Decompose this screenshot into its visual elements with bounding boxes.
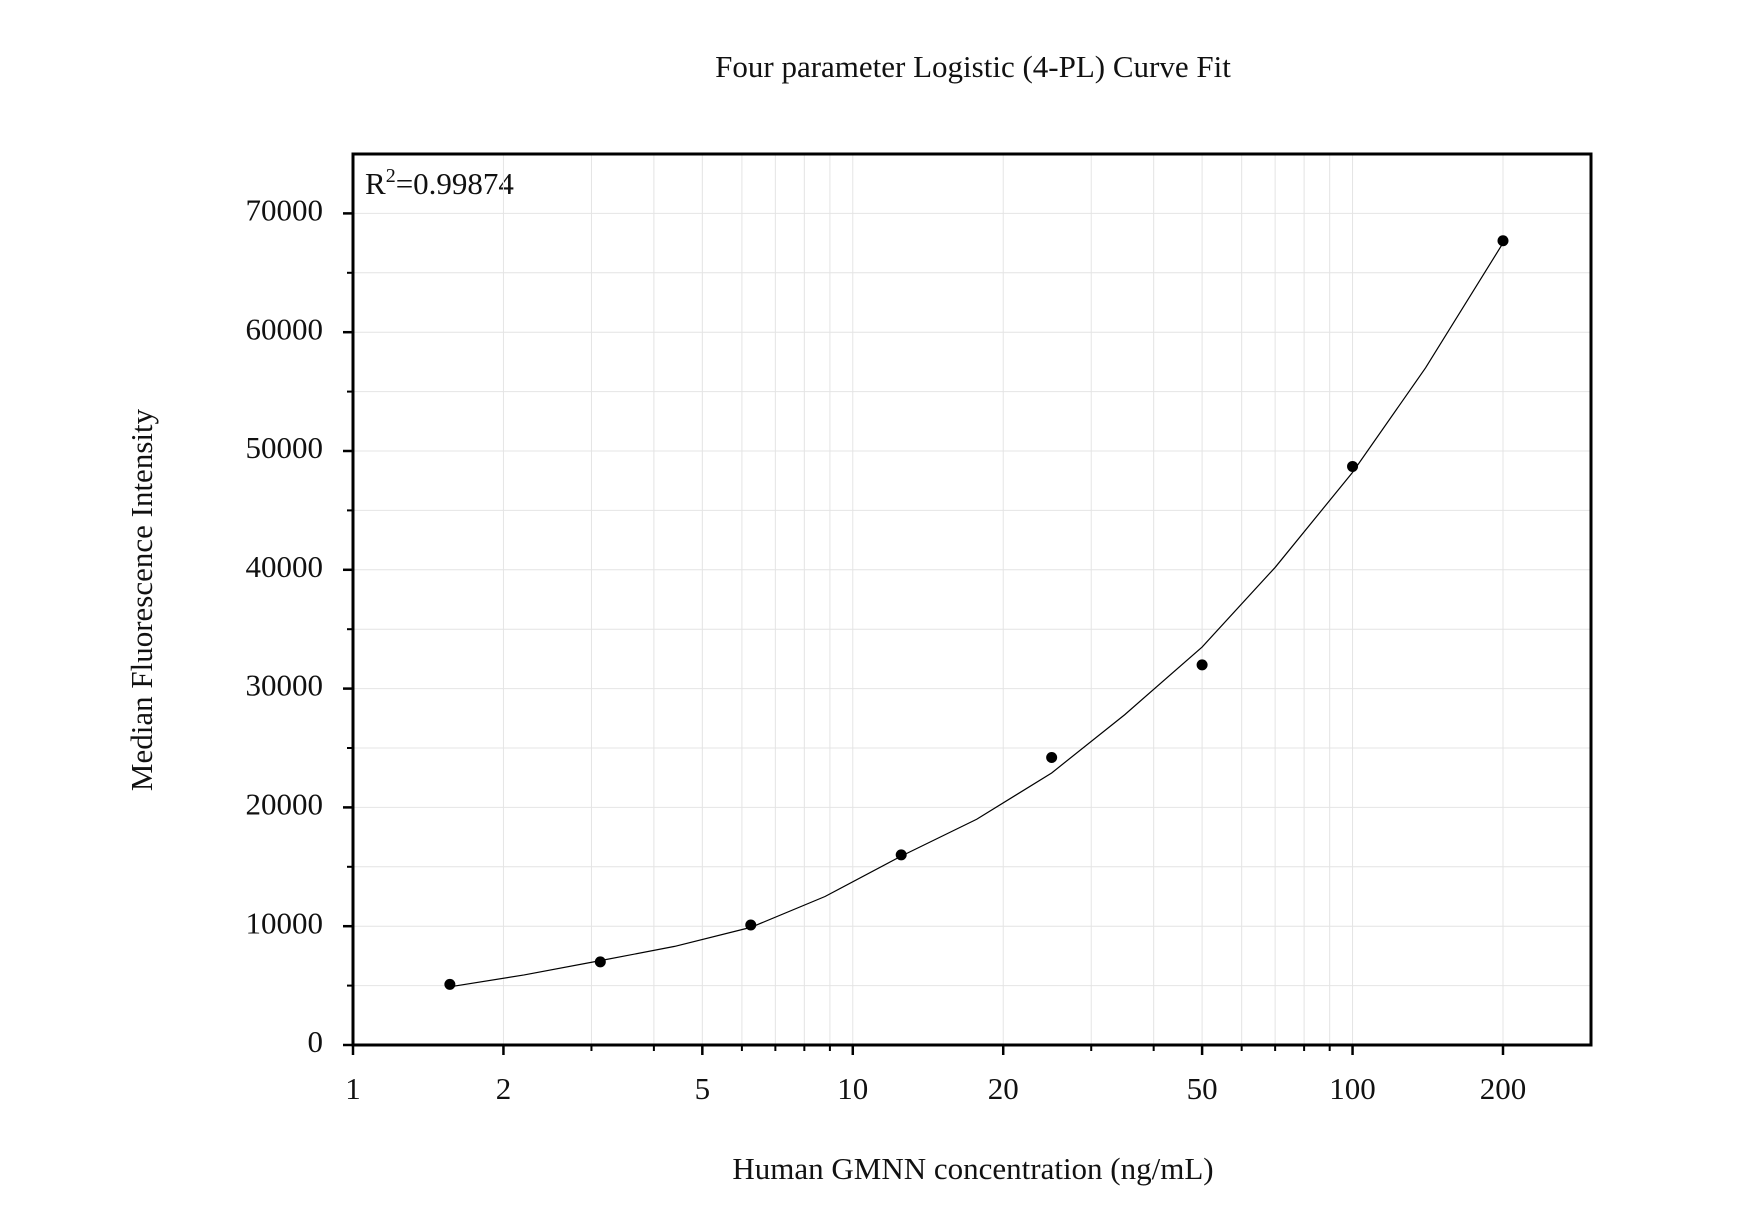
data-point bbox=[1347, 460, 1359, 472]
data-point bbox=[1046, 752, 1058, 764]
fit-curve bbox=[449, 242, 1504, 988]
data-point bbox=[1196, 659, 1208, 671]
data-point bbox=[895, 849, 907, 861]
x-tick-label: 5 bbox=[695, 1071, 711, 1106]
r-base: R bbox=[365, 166, 386, 201]
x-axis-label: Human GMNN concentration (ng/mL) bbox=[732, 1151, 1213, 1186]
x-tick-label: 2 bbox=[496, 1071, 512, 1106]
x-tick-label: 20 bbox=[988, 1071, 1019, 1106]
y-tick-label: 50000 bbox=[246, 430, 324, 465]
r-sup: 2 bbox=[386, 165, 396, 187]
y-tick-label: 60000 bbox=[246, 311, 324, 346]
y-tick-label: 20000 bbox=[246, 787, 324, 822]
y-tick-label: 70000 bbox=[246, 193, 324, 228]
r-squared: R2=0.99874 bbox=[365, 165, 514, 202]
y-tick-label: 0 bbox=[308, 1024, 324, 1059]
data-point bbox=[594, 956, 606, 968]
r-rest: =0.99874 bbox=[396, 166, 515, 201]
data-point bbox=[745, 919, 757, 931]
y-axis-label: Median Fluorescence Intensity bbox=[124, 408, 159, 791]
y-tick-label: 30000 bbox=[246, 668, 324, 703]
y-tick-label: 10000 bbox=[246, 905, 324, 940]
data-point bbox=[444, 978, 456, 990]
chart-title: Four parameter Logistic (4-PL) Curve Fit bbox=[715, 49, 1231, 84]
y-tick-label: 40000 bbox=[246, 549, 324, 584]
x-tick-label: 10 bbox=[837, 1071, 868, 1106]
plot-frame bbox=[351, 152, 1593, 1047]
data-point bbox=[1497, 235, 1509, 247]
x-tick-label: 100 bbox=[1329, 1071, 1376, 1106]
x-tick-label: 200 bbox=[1480, 1071, 1527, 1106]
x-tick-label: 50 bbox=[1187, 1071, 1218, 1106]
x-tick-label: 1 bbox=[345, 1071, 361, 1106]
